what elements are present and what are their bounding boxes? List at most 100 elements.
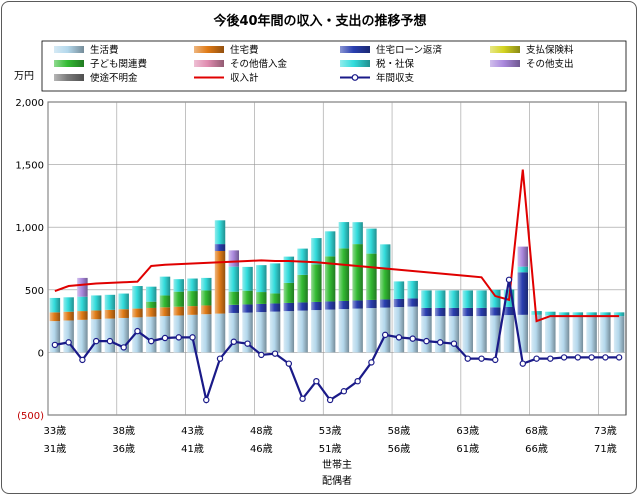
bar-生活費 xyxy=(118,317,129,353)
bar-税・社保 xyxy=(517,266,529,273)
bar-住宅ローン返済 xyxy=(214,244,226,251)
x-axis-label-head: 世帯主 xyxy=(322,458,352,471)
bar-住宅ローン返済 xyxy=(297,302,308,311)
bar-生活費 xyxy=(159,316,171,353)
point-年間収支 xyxy=(574,354,582,361)
y-tick-label: 0 xyxy=(38,348,44,359)
point-年間収支 xyxy=(175,334,182,341)
bar-生活費 xyxy=(256,312,267,353)
bar-子ども関連費 xyxy=(324,256,336,302)
bar-子ども関連費 xyxy=(379,269,391,300)
bar-生活費 xyxy=(613,316,625,353)
bar-税・社保 xyxy=(324,231,336,257)
bar-生活費 xyxy=(63,320,74,353)
point-年間収支 xyxy=(271,350,279,357)
bar-生活費 xyxy=(490,315,501,353)
bar-税・社保 xyxy=(269,263,281,294)
bar-税・社保 xyxy=(283,256,295,283)
bar-住宅費 xyxy=(77,311,88,320)
gridlines xyxy=(47,101,626,416)
legend-label-住宅ローン返済: 住宅ローン返済 xyxy=(376,44,443,56)
bar-住宅ローン返済 xyxy=(393,298,405,308)
bar-生活費 xyxy=(600,316,611,353)
y-tick-label: (500) xyxy=(17,411,44,422)
legend-label-支払保険料: 支払保険料 xyxy=(526,44,574,56)
bar-生活費 xyxy=(187,314,198,353)
legend-swatch-生活費 xyxy=(54,46,84,53)
point-年間収支 xyxy=(381,331,389,339)
bar-税・社保 xyxy=(173,279,184,292)
legend-swatch-その他借入金 xyxy=(194,60,224,67)
bar-子ども関連費 xyxy=(228,291,240,305)
bar-税・社保 xyxy=(338,222,350,249)
bar-生活費 xyxy=(324,309,336,353)
point-年間収支 xyxy=(148,337,155,345)
x-tick-label-spouse: 61歳 xyxy=(456,443,479,455)
bar-住宅ローン返済 xyxy=(352,300,363,309)
point-年間収支 xyxy=(134,327,141,335)
bar-住宅費 xyxy=(173,306,184,316)
bar-その他支出 xyxy=(228,250,240,267)
legend-label-その他借入金: その他借入金 xyxy=(230,58,288,70)
bar-住宅費 xyxy=(90,310,102,320)
point-年間収支 xyxy=(313,378,320,385)
point-年間収支 xyxy=(51,341,59,349)
bar-税・社保 xyxy=(201,277,212,291)
bar-生活費 xyxy=(503,315,515,353)
bar-子ども関連費 xyxy=(173,291,184,307)
bar-税・社保 xyxy=(613,312,625,317)
point-年間収支 xyxy=(450,340,458,347)
bar-住宅ローン返済 xyxy=(366,299,377,309)
legend-label-住宅費: 住宅費 xyxy=(230,44,259,56)
bar-生活費 xyxy=(586,316,597,353)
bar-税・社保 xyxy=(311,238,322,265)
bar-生活費 xyxy=(173,315,184,353)
bar-生活費 xyxy=(145,316,157,353)
point-年間収支 xyxy=(588,354,595,361)
bar-生活費 xyxy=(269,311,281,353)
bar-住宅費 xyxy=(201,305,212,315)
bar-子ども関連費 xyxy=(269,293,281,304)
x-tick-label-head: 43歳 xyxy=(181,425,204,437)
bar-住宅費 xyxy=(145,307,157,317)
bar-生活費 xyxy=(572,316,584,353)
legend-label-年間収支: 年間収支 xyxy=(376,72,415,84)
bar-子ども関連費 xyxy=(283,282,295,303)
bar-生活費 xyxy=(283,311,295,353)
chart-title: 今後40年間の収入・支出の推移予想 xyxy=(212,13,426,29)
point-年間収支 xyxy=(395,334,403,341)
bar-税・社保 xyxy=(145,286,157,302)
bar-住宅ローン返済 xyxy=(421,307,432,317)
bar-住宅費 xyxy=(187,306,198,315)
bar-住宅ローン返済 xyxy=(407,298,418,307)
bar-生活費 xyxy=(448,316,460,353)
bar-税・社保 xyxy=(77,296,88,312)
x-tick-label-spouse: 46歳 xyxy=(250,443,273,455)
x-tick-label-spouse: 66歳 xyxy=(525,443,548,455)
legend-swatch-子ども関連費 xyxy=(54,60,84,67)
bar-子ども関連費 xyxy=(145,301,157,308)
bar-税・社保 xyxy=(63,297,74,312)
point-年間収支 xyxy=(615,354,623,361)
point-年間収支 xyxy=(285,360,293,367)
bar-住宅ローン返済 xyxy=(517,272,529,315)
bar-税・社保 xyxy=(393,281,405,299)
legend-swatch-税・社保 xyxy=(340,60,370,67)
bar-税・社保 xyxy=(490,289,501,308)
bar-生活費 xyxy=(393,307,405,353)
point-年間収支 xyxy=(547,355,554,362)
y-tick-label: 1,500 xyxy=(15,161,44,172)
bar-生活費 xyxy=(366,308,377,353)
legend-label-使途不明金: 使途不明金 xyxy=(90,72,138,84)
bar-生活費 xyxy=(228,312,240,353)
bar-生活費 xyxy=(517,314,529,353)
bar-住宅ローン返済 xyxy=(228,304,240,313)
bar-子ども関連費 xyxy=(297,274,308,303)
bar-住宅ローン返済 xyxy=(242,304,253,313)
x-axis: 33歳 31歳 38歳 36歳 43歳 41歳 48歳 46歳 53歳 51歳 58歳 56歳 63歳 6… xyxy=(44,425,617,455)
bar-生活費 xyxy=(476,316,487,353)
bar-生活費 xyxy=(434,316,446,353)
bar-税・社保 xyxy=(572,312,584,317)
y-axis-unit: 万円 xyxy=(14,71,34,82)
y-tick-label: 1,000 xyxy=(15,223,44,234)
